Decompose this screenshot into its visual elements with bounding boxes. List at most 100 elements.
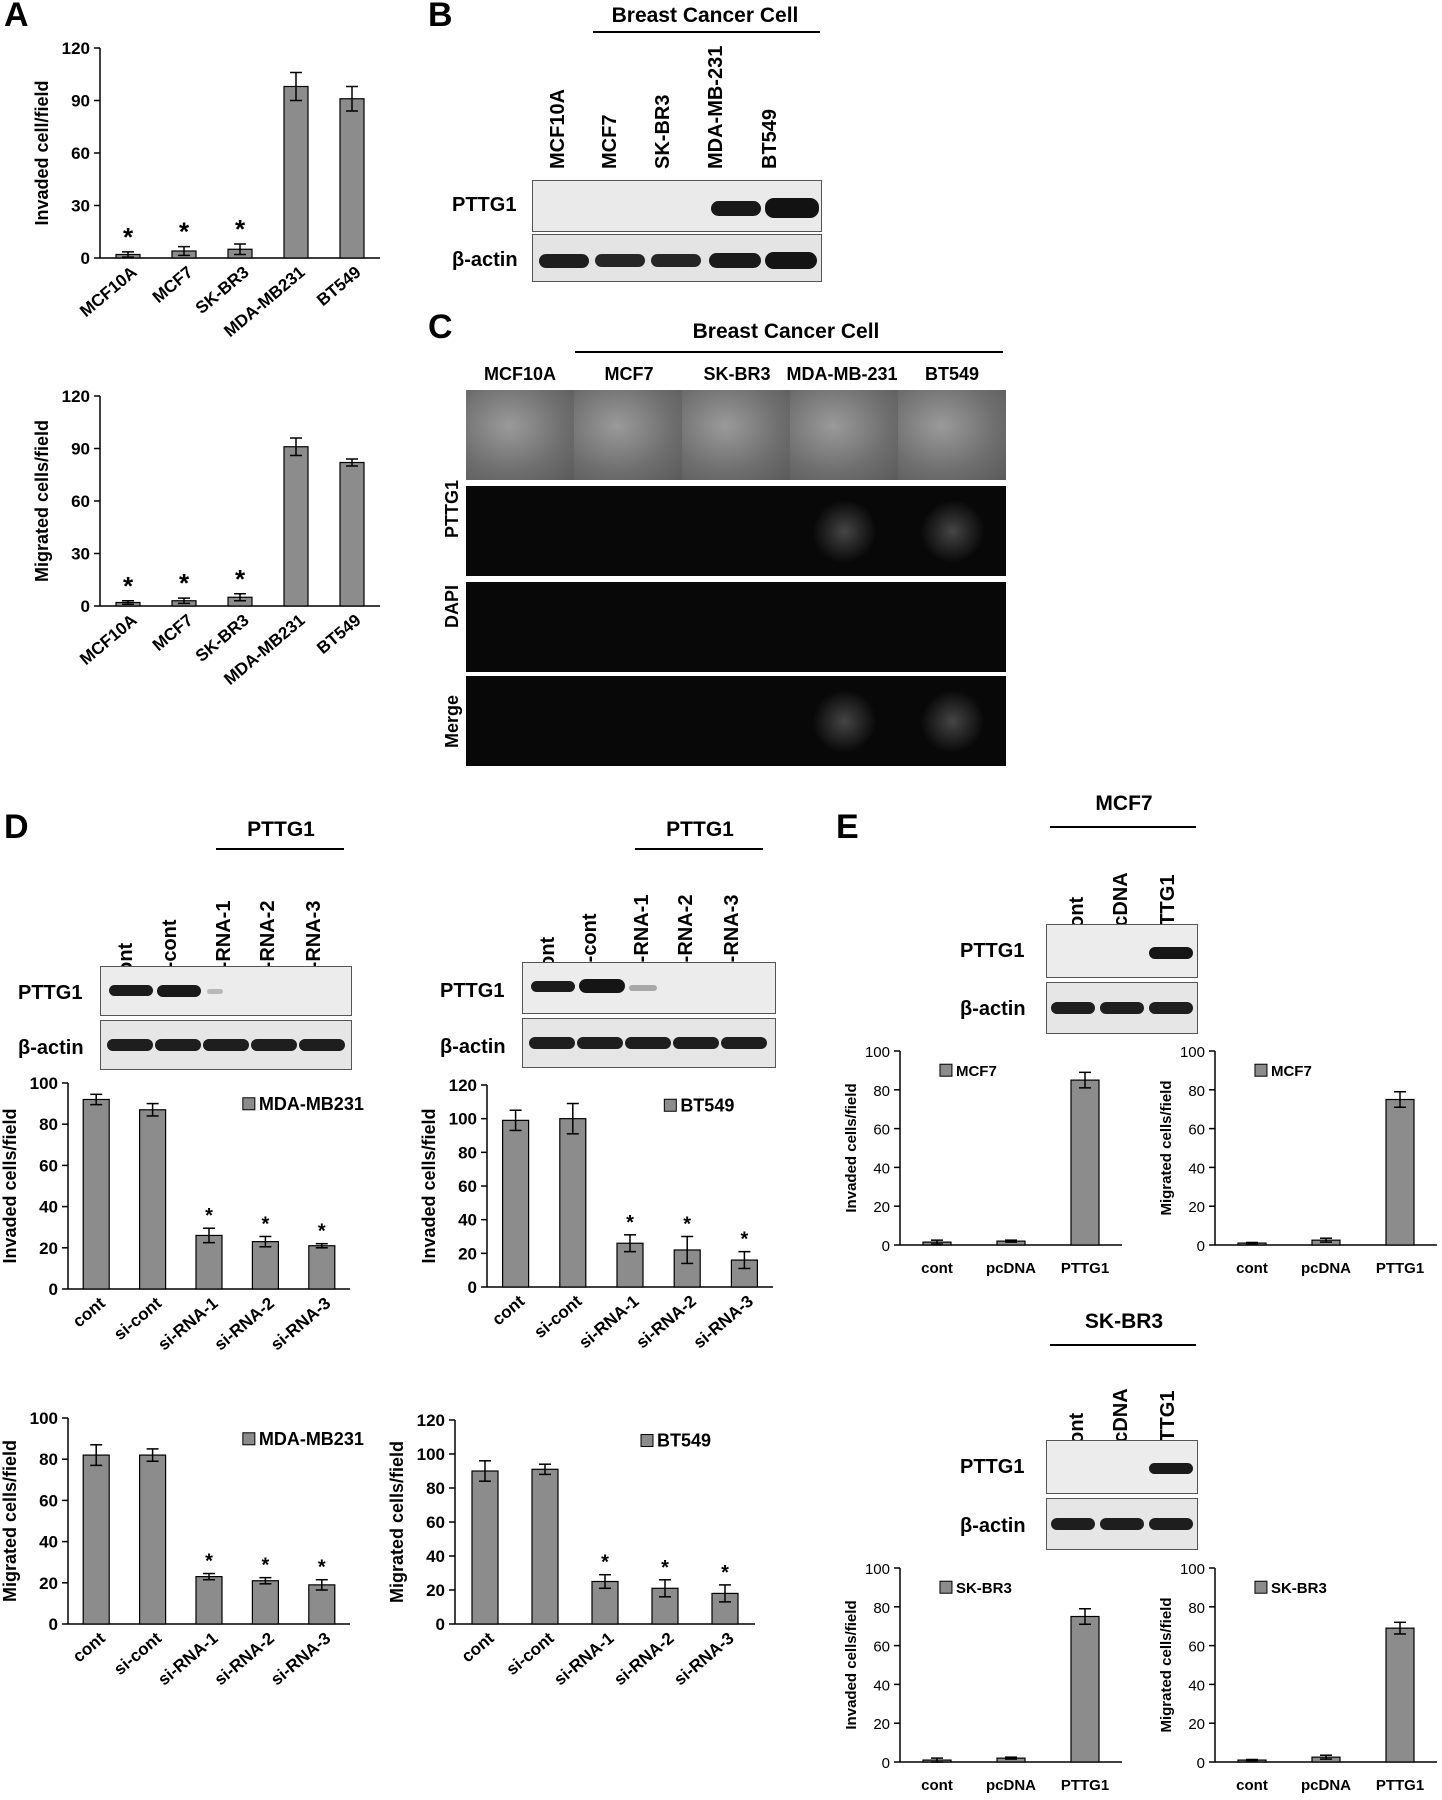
band [157, 985, 201, 997]
y-tick-label: 100 [417, 1445, 445, 1464]
x-tick-label: PTTG1 [1376, 1777, 1424, 1794]
panel-c-header-line [575, 351, 1003, 353]
panel-letter-c: C [428, 308, 453, 346]
y-tick-label: 40 [1188, 1677, 1205, 1694]
panel-e-mcf7-header: MCF7 [1095, 792, 1153, 815]
x-tick-label: cont [921, 1260, 953, 1277]
panel-e-mcf7-header-line [1050, 826, 1196, 828]
micrograph-dapi [898, 582, 1006, 672]
micrograph-merge [466, 676, 574, 766]
panel-e-skbr3-header: SK-BR3 [1084, 1310, 1164, 1333]
significance-star: * [179, 568, 190, 598]
y-tick-label: 30 [71, 545, 90, 564]
micrograph-phase [682, 390, 790, 480]
band [709, 253, 761, 268]
legend-swatch [939, 1063, 953, 1077]
y-tick-label: 60 [71, 144, 90, 163]
significance-star: * [235, 214, 246, 244]
bar [82, 1098, 110, 1290]
blot-row-label-pttg1: PTTG1 [960, 940, 1025, 962]
y-axis-label: Migrated cells/field [1158, 1597, 1175, 1732]
x-tick-label: PTTG1 [1061, 1260, 1109, 1277]
bar [251, 1580, 279, 1625]
lane-label: BT549 [759, 108, 781, 169]
bar [1385, 1098, 1415, 1246]
blot-row-label-pttg1: PTTG1 [440, 980, 505, 1002]
x-tick-label: si-cont [530, 1291, 585, 1342]
y-tick-label: 100 [30, 1409, 58, 1428]
x-tick-label: cont [1236, 1777, 1268, 1794]
y-axis-label: Migrated cells/field [0, 1440, 20, 1602]
blot-row-label-actin: β-actin [18, 1037, 84, 1059]
band [1051, 1518, 1095, 1530]
band [1149, 1002, 1193, 1014]
y-tick-label: 20 [458, 1244, 477, 1263]
y-tick-label: 20 [1188, 1716, 1205, 1733]
band [711, 201, 761, 216]
x-tick-label: cont [458, 1628, 498, 1666]
panel-d-right-header: PTTG1 [666, 818, 734, 841]
band [721, 1037, 767, 1049]
micrograph-dapi [574, 582, 682, 672]
y-tick-label: 80 [39, 1115, 58, 1134]
legend-label: MCF7 [1271, 1063, 1312, 1080]
micrograph-pttg1 [682, 486, 790, 576]
y-tick-label: 60 [39, 1156, 58, 1175]
significance-star: * [179, 217, 190, 247]
panel-e-skbr3-header-line [1050, 1344, 1196, 1346]
significance-star: * [601, 1552, 609, 1574]
band [207, 989, 223, 994]
y-tick-label: 40 [426, 1547, 445, 1566]
significance-star: * [123, 222, 134, 252]
blot-row-label-actin: β-actin [440, 1036, 506, 1058]
micrograph-dapi [682, 582, 790, 672]
band [579, 979, 625, 993]
panel-c-header: Breast Cancer Cell [692, 320, 880, 343]
chart-e-skbr3-invasion: 0 20 40 60 80 100 Invaded cells/field cont pcDNA… [843, 1561, 1122, 1794]
column-label: MCF7 [604, 364, 654, 384]
lane-label: SK-BR3 [652, 94, 674, 169]
y-tick-label: 0 [81, 597, 90, 616]
x-tick-label: BT549 [313, 611, 364, 658]
legend-label: SK-BR3 [956, 1580, 1012, 1597]
significance-star: * [721, 1562, 729, 1584]
blot-actin-strip [100, 1020, 352, 1070]
panel-letter-a: A [4, 0, 29, 34]
band [1149, 1463, 1193, 1474]
band [299, 1039, 345, 1051]
significance-star: * [661, 1557, 669, 1579]
significance-star: * [205, 1551, 213, 1573]
band [203, 1039, 249, 1051]
panel-d-left-header: PTTG1 [247, 818, 315, 841]
column-label: SK-BR3 [703, 364, 771, 384]
significance-star: * [318, 1557, 326, 1579]
significance-star: * [205, 1205, 213, 1227]
y-tick-label: 40 [873, 1160, 890, 1177]
panel-d-right-header-line [635, 848, 763, 850]
lane-label: MCF10A [547, 88, 569, 169]
legend-swatch [1254, 1580, 1268, 1594]
micrograph-dapi [466, 582, 574, 672]
chart-e-skbr3-migration: 0 20 40 60 80 100 Migrated cells/field cont pcDN… [1158, 1561, 1437, 1794]
y-tick-label: 20 [39, 1574, 58, 1593]
band [765, 252, 817, 269]
y-tick-label: 0 [1197, 1238, 1205, 1255]
band [109, 985, 153, 996]
y-tick-label: 100 [1180, 1561, 1205, 1578]
y-tick-label: 80 [39, 1450, 58, 1469]
column-label: MCF10A [483, 364, 556, 384]
blot-actin-strip [522, 1018, 776, 1068]
bar [251, 1241, 279, 1290]
band [595, 254, 645, 267]
legend-swatch [242, 1097, 256, 1111]
x-tick-label: pcDNA [1301, 1777, 1351, 1794]
y-tick-label: 60 [1188, 1122, 1205, 1139]
y-axis-label: Invaded cell/field [32, 80, 52, 225]
blot-actin-strip [1046, 1498, 1198, 1550]
band [765, 198, 819, 218]
panel-letter-d: D [4, 808, 29, 846]
lane-label: MCF7 [599, 114, 621, 169]
micrograph-merge [898, 676, 1006, 766]
micrograph-merge [682, 676, 790, 766]
x-tick-label: si-RNA-2 [211, 1294, 278, 1355]
